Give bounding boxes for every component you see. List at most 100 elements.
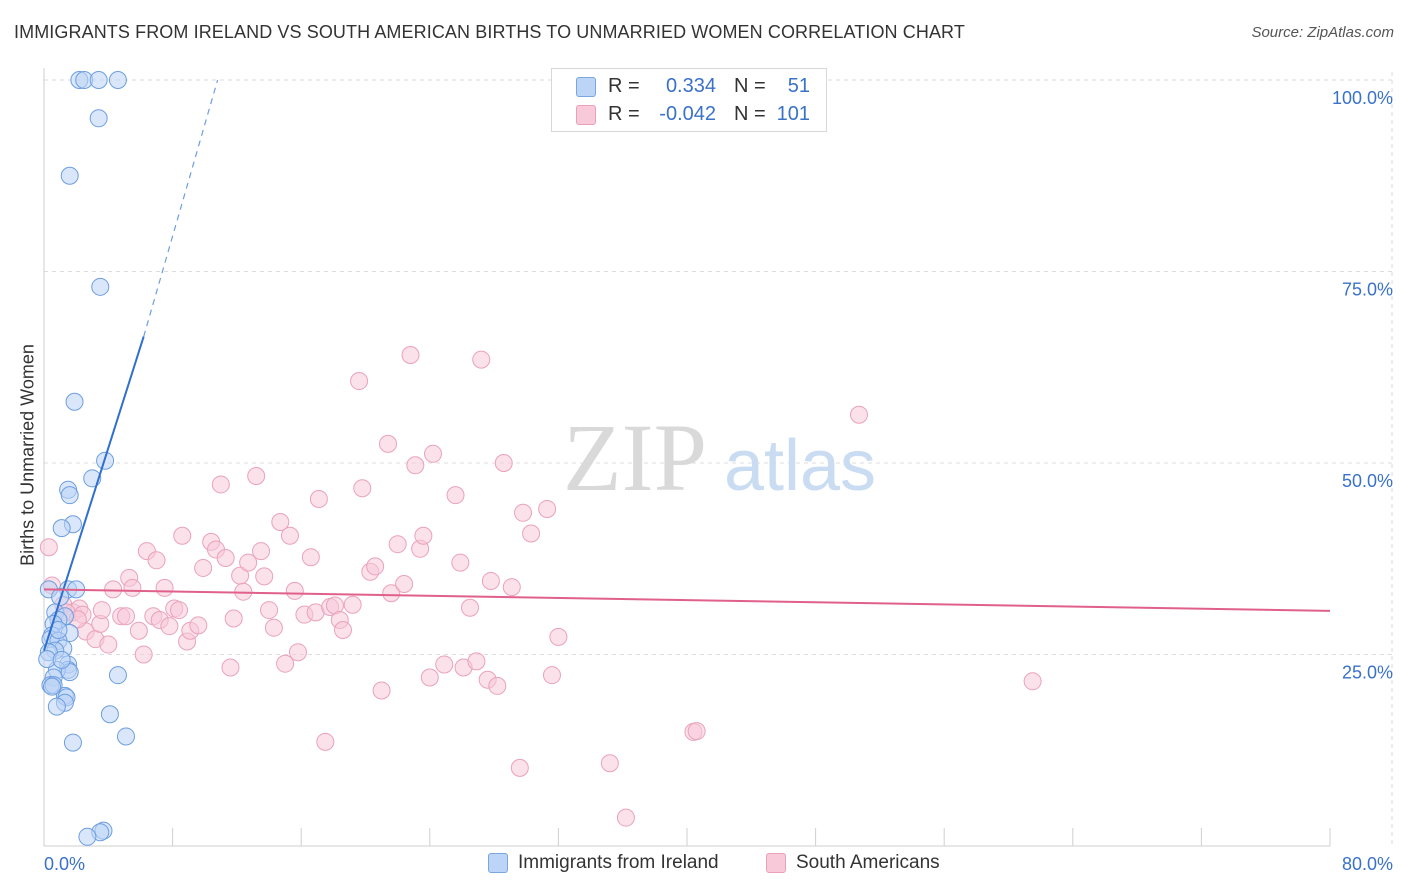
data-point <box>52 650 71 669</box>
legend-n-value: 101 <box>776 103 810 125</box>
data-point <box>309 490 328 509</box>
legend-swatch-south-americans <box>576 104 596 125</box>
data-point <box>108 71 127 89</box>
data-point <box>247 467 266 486</box>
bottom-legend-label-ireland: Immigrants from Ireland <box>518 852 719 873</box>
data-point <box>92 601 111 620</box>
chart-title: IMMIGRANTS FROM IRELAND VS SOUTH AMERICA… <box>14 22 965 42</box>
data-point <box>216 548 235 567</box>
bottom-legend-label-south-americans: South Americans <box>796 852 940 873</box>
data-point <box>502 578 521 597</box>
trend-line-ireland <box>43 336 145 651</box>
data-point <box>850 405 869 424</box>
data-point <box>264 618 283 637</box>
data-point <box>353 479 372 498</box>
watermark-atlas: atlas <box>724 426 876 506</box>
data-point <box>542 666 561 685</box>
legend-r-value: 0.334 <box>665 75 716 97</box>
data-point <box>316 732 335 751</box>
data-point <box>288 643 307 662</box>
data-point <box>350 372 369 391</box>
data-point <box>170 601 189 620</box>
data-point <box>252 542 271 561</box>
legend-swatch-ireland <box>576 76 596 97</box>
x-tick-label-end: 80.0% <box>1342 854 1393 874</box>
data-point <box>47 697 66 716</box>
legend-r-value: -0.042 <box>659 103 716 125</box>
data-point <box>451 553 470 572</box>
data-point <box>488 676 507 695</box>
data-point <box>134 645 153 664</box>
data-point <box>481 571 500 590</box>
data-point <box>224 609 243 628</box>
data-point <box>280 526 299 545</box>
gridlines <box>44 72 1393 846</box>
data-point <box>467 652 486 671</box>
data-point <box>687 722 706 741</box>
x-tick-label-start: 0.0% <box>44 854 85 874</box>
data-point <box>420 668 439 687</box>
legend-row-ireland: R = 0.334 N = 51 <box>576 75 810 98</box>
data-point <box>460 598 479 617</box>
data-point <box>211 475 230 494</box>
data-point <box>424 444 443 463</box>
data-point <box>538 499 557 518</box>
data-point <box>1023 672 1042 691</box>
data-point <box>401 345 420 364</box>
data-point <box>104 580 123 599</box>
data-point <box>255 567 274 586</box>
bottom-legend-ireland: Immigrants from Ireland <box>488 852 719 874</box>
watermark-zip: ZIP <box>563 404 707 511</box>
series-immigrants-from-ireland <box>38 71 135 846</box>
data-point <box>99 635 118 654</box>
data-point <box>60 486 79 505</box>
data-point <box>388 535 407 554</box>
bottom-legend-south-americans: South Americans <box>766 852 940 874</box>
data-point <box>446 486 465 505</box>
legend-n-label: N = <box>734 103 766 125</box>
y-tick-label: 25.0% <box>1342 663 1393 683</box>
data-point <box>276 654 295 673</box>
data-point <box>260 601 279 620</box>
data-point <box>271 512 290 531</box>
watermark: ZIP atlas <box>563 404 876 511</box>
data-point <box>435 655 454 674</box>
series-south-americans <box>39 345 1042 827</box>
data-point <box>514 503 533 522</box>
data-point <box>379 434 398 453</box>
data-point <box>189 616 208 635</box>
legend-r-label: R = <box>608 75 640 97</box>
data-point <box>406 456 425 475</box>
data-point <box>372 681 391 700</box>
correlation-legend: R = 0.334 N = 51 R = -0.042 N = 101 <box>551 68 827 132</box>
axes <box>43 68 1331 847</box>
data-point <box>39 538 58 557</box>
data-point <box>60 166 79 185</box>
data-point <box>116 727 135 746</box>
data-point <box>63 733 82 752</box>
y-tick-label: 75.0% <box>1342 280 1393 300</box>
trend-line-ireland-extension <box>143 79 219 337</box>
bottom-legend-swatch-south-americans <box>766 853 786 873</box>
data-point <box>89 71 108 89</box>
legend-n-label: N = <box>734 75 766 97</box>
data-point <box>221 658 240 677</box>
data-point <box>395 575 414 594</box>
data-point <box>91 277 110 296</box>
data-point <box>100 705 119 724</box>
bottom-legend-swatch-ireland <box>488 853 508 873</box>
y-tick-label: 100.0% <box>1332 88 1393 108</box>
data-point <box>616 808 635 827</box>
data-point <box>108 666 127 685</box>
data-point <box>600 754 619 773</box>
data-point <box>549 627 568 646</box>
data-point <box>89 109 108 128</box>
data-point <box>382 584 401 603</box>
data-point <box>414 526 433 545</box>
trend-lines <box>43 79 1331 651</box>
x-tick-labels: 0.0% 80.0% <box>44 854 1393 874</box>
data-point <box>522 524 541 543</box>
data-point <box>285 581 304 600</box>
data-point <box>129 621 148 640</box>
